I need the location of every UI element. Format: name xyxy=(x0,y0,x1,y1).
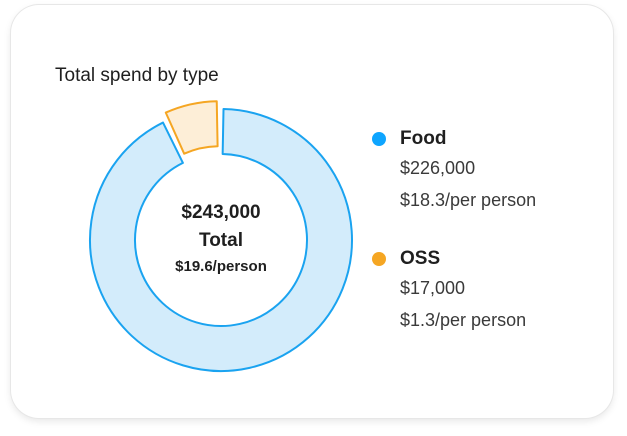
oss-color-dot xyxy=(372,252,386,266)
slice-oss xyxy=(164,100,219,155)
chart-legend: Food $226,000 $18.3/per person OSS $17,0… xyxy=(370,126,590,366)
slice-food xyxy=(89,108,353,372)
chart-center-summary: $243,000 Total $19.6/person xyxy=(149,200,293,278)
legend-item-food: Food $226,000 $18.3/per person xyxy=(370,126,590,216)
legend-per-person: $18.3/per person xyxy=(400,190,537,210)
legend-per-person: $1.3/per person xyxy=(400,310,527,330)
total-amount: $243,000 xyxy=(181,202,261,223)
total-label: Total xyxy=(199,230,243,251)
card-title: Total spend by type xyxy=(55,65,219,86)
legend-amount: $226,000 xyxy=(400,158,476,178)
legend-name: Food xyxy=(400,128,447,149)
legend-item-oss: OSS $17,000 $1.3/per person xyxy=(370,246,590,336)
total-per-person: $19.6/person xyxy=(175,258,267,275)
legend-name: OSS xyxy=(400,248,441,269)
food-color-dot xyxy=(372,132,386,146)
legend-amount: $17,000 xyxy=(400,278,466,298)
